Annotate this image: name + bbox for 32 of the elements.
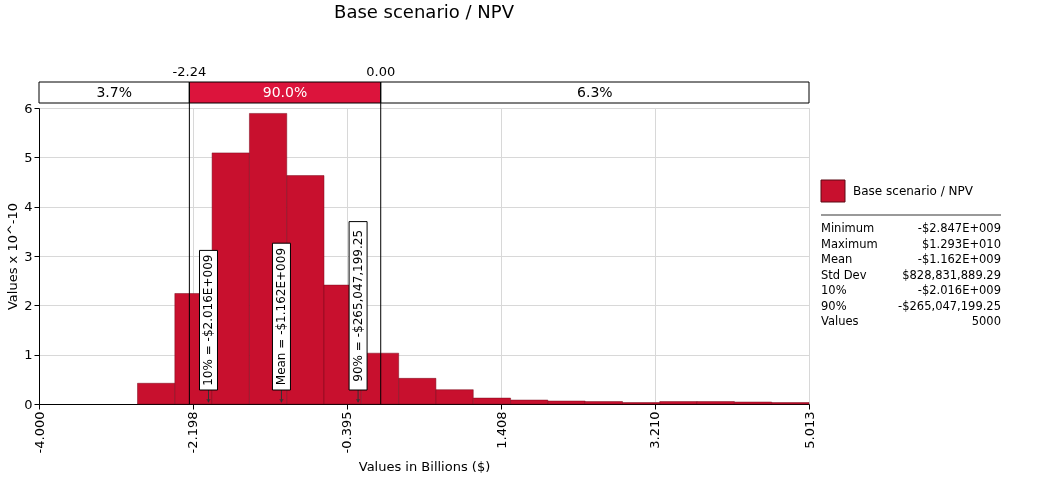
text: 90% -$265,047,199.25	[821, 298, 1001, 313]
annotation: Mean = -$1.162E+009	[274, 247, 289, 386]
text: Values 5000	[821, 314, 1001, 328]
annotation: 90% = -$265,047,199.25	[351, 229, 366, 382]
annotation: 10% = -$2.016E+009	[201, 254, 216, 386]
text: 6.3%	[577, 84, 613, 100]
y-tick-label: 4	[24, 199, 33, 215]
y-tick-label: 6	[24, 100, 33, 116]
text: Minimum -$2.847E+009	[821, 221, 1001, 235]
text: 10% -$2.016E+009	[821, 283, 1001, 297]
y-tick-label: 3	[24, 248, 33, 264]
chart-title: Base scenario / NPV	[334, 1, 515, 22]
ref-line-label: -2.24	[172, 64, 207, 79]
text: Mean -$1.162E+009	[821, 252, 1001, 266]
y-tick-label: 0	[24, 396, 33, 412]
legend-label: Base scenario / NPV	[853, 184, 974, 198]
x-tick-label: 3.210	[647, 411, 663, 449]
y-axis-title: Values x 10^-10	[5, 202, 21, 311]
x-tick-label: -0.395	[339, 411, 355, 454]
x-tick-label: -2.198	[185, 411, 201, 454]
x-tick-label: -4.000	[31, 411, 47, 454]
text: 90.0%	[262, 84, 308, 100]
text: Maximum $1.293E+010	[821, 236, 1001, 251]
y-tick-label: 5	[24, 149, 33, 165]
text: Std Dev $828,831,889.29	[821, 267, 1001, 282]
ref-line-label: 0.00	[366, 64, 396, 79]
y-tick-label: 1	[24, 347, 33, 363]
x-axis-title: Values in Billions ($)	[358, 459, 491, 475]
text: 3.7%	[96, 84, 132, 100]
x-tick-label: 1.408	[493, 411, 509, 449]
y-tick-label: 2	[24, 297, 33, 313]
x-tick-label: 5.013	[801, 411, 817, 449]
